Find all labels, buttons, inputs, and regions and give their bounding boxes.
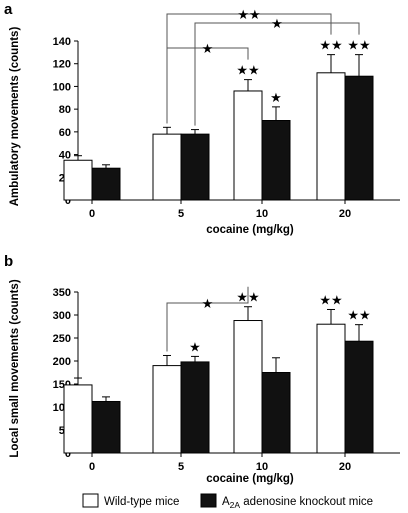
bracket-star: ★ — [202, 41, 214, 56]
x-tick-label: 10 — [256, 461, 268, 473]
panel-letter: b — [4, 253, 13, 270]
bar-ko-5 — [180, 133, 210, 201]
bar-ko-10 — [261, 120, 291, 201]
comparison-bracket — [166, 47, 249, 124]
legend: Wild-type mice A2A adenosine knockout mic… — [82, 493, 373, 510]
legend-label-prefix: A — [222, 496, 230, 508]
y-tick-label: 100 — [53, 81, 71, 93]
bar-wt-5 — [152, 133, 182, 201]
y-tick-label: 60 — [59, 127, 71, 139]
comparison-bracket — [194, 22, 360, 126]
y-tick-label: 0 — [65, 195, 71, 207]
bar-wt-0 — [63, 159, 93, 201]
x-axis-title: cocaine (mg/kg) — [206, 473, 294, 485]
y-tick-label: 250 — [53, 333, 71, 345]
bracket-star: ★ — [271, 16, 283, 31]
bar-ko-10 — [261, 372, 291, 454]
legend-label-wild-type: Wild-type mice — [104, 496, 179, 508]
x-tick-label: 20 — [339, 208, 351, 220]
y-tick-label: 0 — [65, 448, 71, 460]
x-axis-title: cocaine (mg/kg) — [206, 224, 294, 236]
y-axis-title: Ambulatory movements (counts) — [9, 27, 21, 207]
y-tick-label: 120 — [53, 59, 71, 71]
legend-label-knockout: A2A adenosine knockout mice — [222, 496, 373, 510]
chart-panel-a: a020406080100120140051020cocaine (mg/kg)… — [4, 1, 400, 236]
legend-label-suffix: adenosine knockout mice — [240, 496, 373, 508]
legend-label-subscript: 2A — [230, 500, 241, 510]
bar-ko-0 — [91, 400, 121, 454]
y-tick-label: 40 — [59, 150, 71, 162]
legend-swatch-knockout — [200, 493, 217, 508]
significance-star: ★★ — [347, 308, 370, 323]
bracket-star: ★★ — [237, 7, 260, 22]
bar-ko-20 — [344, 340, 374, 454]
x-tick-label: 5 — [178, 461, 184, 473]
y-tick-label: 200 — [53, 356, 71, 368]
bar-ko-20 — [344, 75, 374, 201]
x-tick-label: 0 — [89, 461, 95, 473]
comparison-bracket — [166, 286, 249, 352]
significance-star: ★★ — [347, 38, 370, 53]
significance-star: ★★ — [319, 292, 342, 307]
y-tick-label: 80 — [59, 104, 71, 116]
significance-star: ★★ — [236, 63, 259, 78]
bar-wt-20 — [316, 72, 346, 201]
bar-wt-10 — [233, 320, 263, 454]
y-tick-label: 300 — [53, 310, 71, 322]
panel-letter: a — [4, 1, 13, 18]
bar-wt-10 — [233, 90, 263, 201]
significance-star: ★ — [270, 90, 282, 105]
significance-star: ★★ — [319, 38, 342, 53]
x-tick-label: 20 — [339, 461, 351, 473]
bar-wt-5 — [152, 365, 182, 454]
bar-ko-5 — [180, 361, 210, 454]
bracket-star: ★ — [202, 296, 214, 311]
legend-swatch-wild-type — [82, 493, 99, 508]
x-tick-label: 5 — [178, 208, 184, 220]
significance-star: ★ — [189, 339, 201, 354]
bar-wt-0 — [63, 384, 93, 454]
chart-panel-b: b050100150200250300350051020cocaine (mg/… — [4, 253, 400, 485]
y-tick-label: 350 — [53, 287, 71, 299]
bar-ko-0 — [91, 167, 121, 201]
y-axis-title: Local small movements (counts) — [9, 279, 21, 457]
bar-wt-20 — [316, 323, 346, 454]
x-tick-label: 0 — [89, 208, 95, 220]
y-tick-label: 140 — [53, 36, 71, 48]
x-tick-label: 10 — [256, 208, 268, 220]
